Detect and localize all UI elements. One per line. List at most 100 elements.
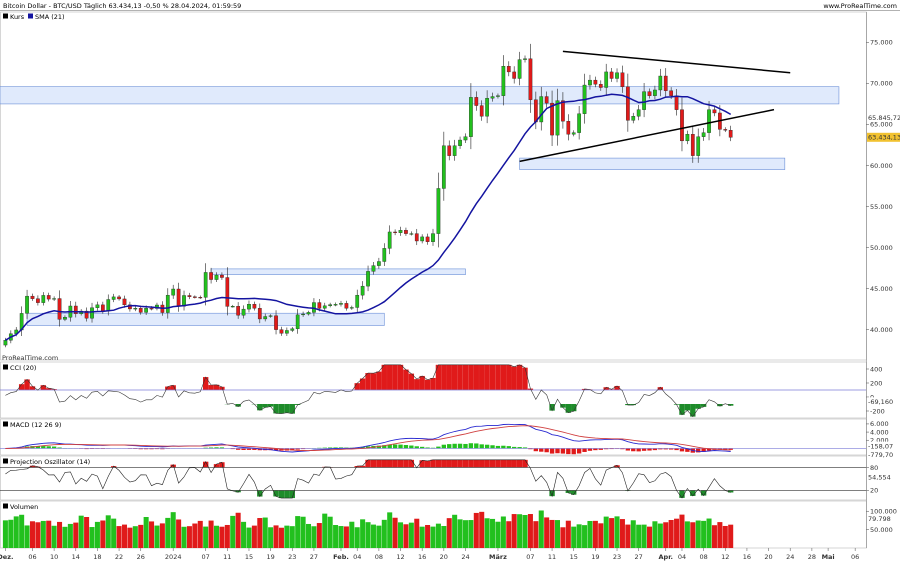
- x-tick-label: Dez.: [0, 553, 13, 561]
- macd-value-badge-2: -779,70: [868, 451, 893, 459]
- volume-bar: [78, 515, 84, 548]
- projection-panel: Projection Oszillator (14) 80 20 54,554: [0, 458, 900, 499]
- x-tick-label: 07: [202, 553, 210, 561]
- candle: [192, 296, 197, 298]
- volume-bar: [484, 518, 490, 548]
- candle: [360, 285, 365, 296]
- candle: [523, 58, 527, 60]
- support-zone: [0, 86, 840, 105]
- candle: [209, 272, 213, 280]
- volume-bar: [316, 523, 322, 548]
- candle: [728, 130, 733, 138]
- candle: [615, 72, 619, 79]
- candle: [550, 102, 554, 136]
- candle: [479, 105, 484, 117]
- candle: [230, 306, 235, 308]
- x-tick-label: 04: [353, 553, 361, 561]
- candle: [393, 231, 397, 233]
- volume-bar: [89, 527, 95, 548]
- x-tick-label: 24: [786, 553, 794, 561]
- volume-bar: [176, 519, 182, 548]
- volume-bar: [29, 521, 35, 548]
- y-tick-label: 80: [870, 464, 878, 472]
- candle: [95, 304, 100, 308]
- volume-bar: [565, 520, 571, 548]
- volume-bar: [376, 525, 382, 548]
- candle: [252, 304, 257, 309]
- volume-bar: [105, 515, 111, 548]
- candle: [414, 233, 419, 242]
- volume-bar: [490, 518, 496, 548]
- volume-bar: [246, 527, 252, 548]
- candle: [425, 236, 430, 242]
- proj-value-badge-bg: [867, 472, 900, 482]
- candle: [555, 100, 560, 136]
- volume-bar: [473, 512, 479, 548]
- candle: [263, 316, 268, 320]
- candle: [533, 99, 538, 123]
- volume-bar: [354, 527, 360, 548]
- price-panel: Kurs SMA (21) 75.000 70.000 65.000 60.000 55.0…: [0, 13, 900, 348]
- volume-bar: [84, 516, 90, 548]
- candle: [36, 298, 40, 303]
- candle: [598, 84, 603, 88]
- candle: [182, 295, 186, 307]
- volume-bar: [278, 527, 284, 548]
- candle: [517, 59, 522, 79]
- volume-bar: [544, 517, 550, 548]
- macd-value-badge-2-bg: [867, 450, 900, 460]
- candle: [577, 113, 581, 133]
- candle: [149, 308, 154, 310]
- cci-panel: CCI (20) 400 200 0 -200-69,160: [0, 364, 900, 418]
- volume-bar: [116, 526, 122, 548]
- volume-value-badge: 79.798: [868, 515, 891, 523]
- y-tick-label: 4.000: [870, 428, 889, 436]
- x-tick-label: Feb.: [333, 553, 349, 561]
- candle: [680, 109, 684, 142]
- x-tick-label: 26: [137, 553, 145, 561]
- y-tick-label: 2.000: [870, 437, 889, 445]
- volume-bar: [127, 527, 133, 548]
- volume-bar: [500, 516, 506, 548]
- proj-line: [5, 459, 731, 499]
- macd-panel: MACD (12 26 9) 6.0004.0002.000-158,07-779…: [0, 420, 900, 460]
- volume-bar: [181, 526, 187, 548]
- volume-bar: [257, 518, 263, 548]
- volume-bar: [19, 514, 25, 548]
- volume-bar: [349, 521, 355, 548]
- macd-legend: MACD (12 26 9): [10, 421, 61, 429]
- volume-bar: [370, 524, 376, 548]
- candle: [625, 86, 630, 121]
- volume-bar: [154, 525, 160, 548]
- cci-line: [5, 364, 731, 418]
- proj-value-badge: 54,554: [868, 474, 891, 482]
- x-tick-label: 04: [678, 553, 686, 561]
- volume-bar: [468, 520, 474, 548]
- candle: [306, 312, 311, 315]
- x-tick-label: Mai: [822, 553, 835, 561]
- volume-bar: [668, 519, 674, 548]
- candle: [469, 97, 473, 137]
- volume-bar: [506, 521, 512, 548]
- candle: [669, 90, 674, 96]
- legend-swatch: [3, 421, 8, 427]
- candle: [404, 230, 408, 234]
- candle: [84, 310, 89, 319]
- candle: [463, 136, 468, 141]
- x-tick-label: 27: [310, 553, 318, 561]
- volume-bar: [24, 525, 30, 548]
- volume-bar: [311, 526, 317, 548]
- candle: [544, 96, 549, 104]
- volume-bar: [224, 524, 230, 548]
- y-tick-label: 65.000: [870, 121, 893, 129]
- candle: [122, 298, 127, 306]
- volume-bar: [192, 523, 198, 548]
- volume-bar: [582, 525, 588, 548]
- volume-bar: [457, 519, 463, 548]
- volume-bar: [268, 527, 274, 548]
- last-price-badge-bg: [867, 132, 900, 142]
- volume-bar: [576, 524, 582, 548]
- volume-bar: [51, 525, 57, 548]
- candle: [247, 304, 251, 310]
- volume-bar: [652, 521, 658, 548]
